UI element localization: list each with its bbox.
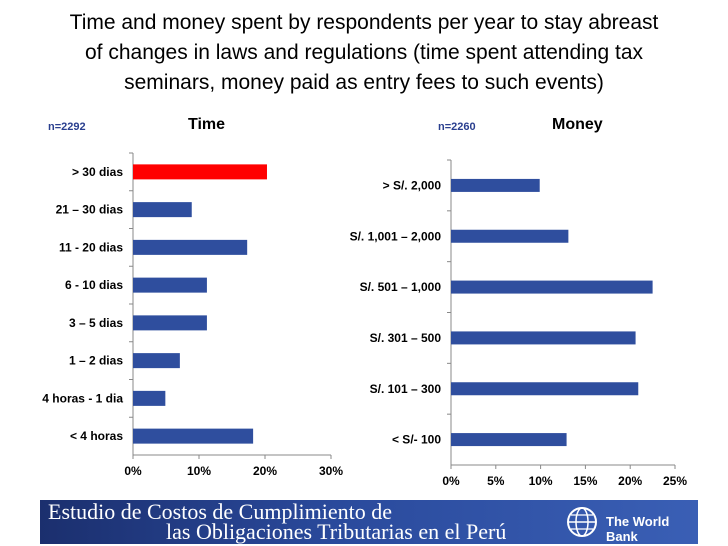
time-sample-size: n=2292	[48, 121, 86, 133]
money-x-tick-label: 25%	[663, 474, 687, 488]
money-bar	[451, 382, 639, 396]
money-x-tick-label: 5%	[487, 474, 505, 488]
money-bar	[451, 178, 540, 192]
time-bar	[133, 353, 180, 369]
time-bar	[133, 277, 207, 293]
footer-banner: Estudio de Costos de Cumplimiento de las…	[40, 500, 698, 544]
money-category-label: S/. 1,001 – 2,000	[350, 229, 442, 243]
time-bar	[133, 202, 192, 218]
time-x-tick-label: 10%	[187, 464, 211, 478]
time-category-label: 3 – 5 dias	[69, 316, 123, 330]
money-x-tick-label: 10%	[529, 474, 553, 488]
money-category-label: > S/. 2,000	[383, 178, 442, 192]
time-x-tick-label: 20%	[253, 464, 277, 478]
money-category-label: S/. 301 – 500	[370, 331, 442, 345]
time-x-tick-label: 30%	[319, 464, 343, 478]
time-category-label: > 30 dias	[72, 165, 123, 179]
time-bar	[133, 390, 166, 406]
time-category-label: 21 – 30 dias	[56, 203, 124, 217]
money-x-tick-label: 15%	[573, 474, 597, 488]
time-bar	[133, 239, 248, 255]
world-bank-globe-icon	[567, 507, 597, 537]
time-category-label: 11 - 20 dias	[59, 240, 123, 254]
time-x-tick-label: 0%	[124, 464, 142, 478]
money-category-label: < S/- 100	[392, 433, 441, 447]
time-category-label: 1 – 2 dias	[69, 354, 123, 368]
money-sample-size: n=2260	[438, 121, 476, 133]
money-category-label: S/. 501 – 1,000	[360, 280, 442, 294]
banner-line-2: las Obligaciones Tributarias en el Perú	[166, 519, 507, 544]
money-category-label: S/. 101 – 300	[370, 382, 442, 396]
time-category-label: < 4 horas	[70, 429, 123, 443]
time-bar	[133, 428, 254, 444]
time-panel-title: Time	[188, 116, 226, 133]
time-category-label: 4 horas - 1 dia	[42, 391, 123, 405]
time-bar	[133, 315, 207, 331]
money-x-tick-label: 0%	[442, 474, 460, 488]
slide-title: Time and money spent by respondents per …	[69, 11, 659, 94]
money-bar	[451, 433, 567, 447]
money-x-tick-label: 20%	[618, 474, 642, 488]
time-category-label: 6 - 10 dias	[65, 278, 123, 292]
money-panel-title: Money	[552, 116, 603, 133]
world-bank-label: The World Bank	[606, 514, 670, 544]
money-bar	[451, 229, 569, 243]
time-bar	[133, 164, 267, 180]
money-bar	[451, 331, 636, 345]
money-bar	[451, 280, 653, 294]
banner-line-1: Estudio de Costos de Cumplimiento de	[48, 499, 393, 524]
